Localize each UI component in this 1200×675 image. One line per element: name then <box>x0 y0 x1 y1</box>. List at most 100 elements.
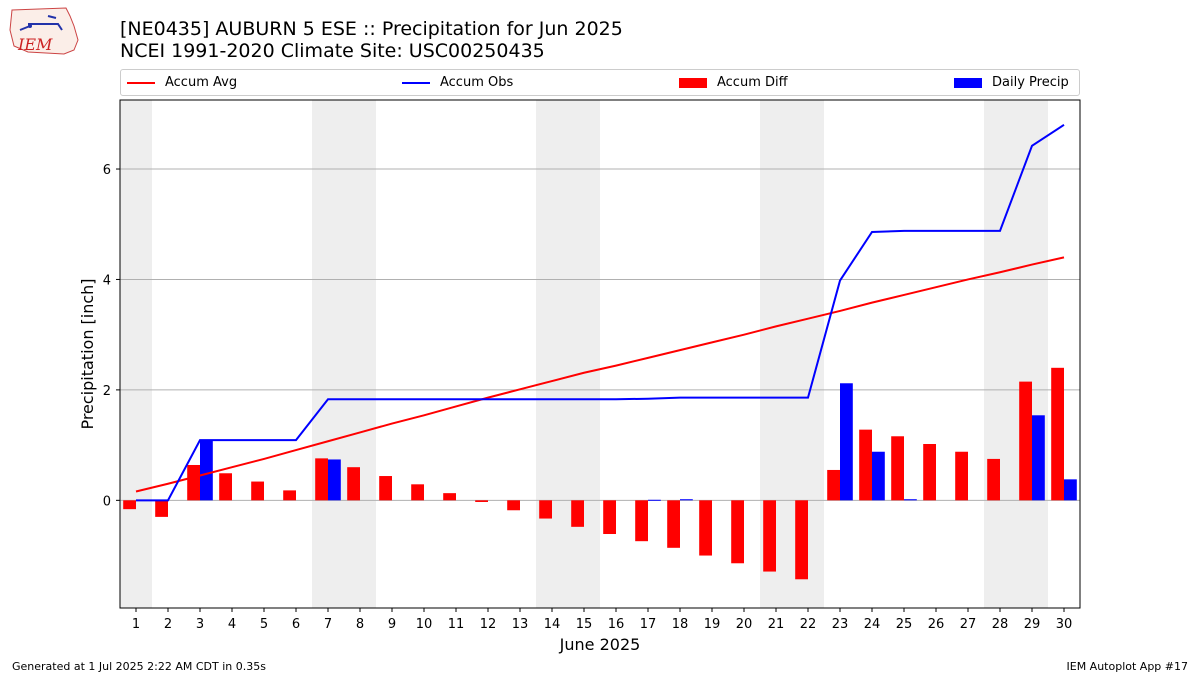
xtick-label-5: 5 <box>260 617 268 632</box>
chart-title: [NE0435] AUBURN 5 ESE :: Precipitation f… <box>120 18 623 40</box>
accum-diff-bar-day-11 <box>443 493 456 501</box>
accum-diff-bar-day-16 <box>603 500 616 535</box>
xtick-label-12: 12 <box>480 617 497 632</box>
footer-app-text: IEM Autoplot App #17 <box>1066 660 1189 673</box>
daily-precip-bar-day-18 <box>680 499 693 501</box>
logo-text: IEM <box>17 35 53 54</box>
xtick-label-26: 26 <box>928 617 945 632</box>
accum-diff-bar-day-17 <box>635 500 648 542</box>
line-accum-avg <box>135 256 1065 493</box>
xtick-label-2: 2 <box>164 617 172 632</box>
xtick-label-20: 20 <box>736 617 753 632</box>
legend-label-daily-precip: Daily Precip <box>992 75 1069 90</box>
xtick-label-10: 10 <box>416 617 433 632</box>
accum-diff-bar-day-29 <box>1019 381 1032 501</box>
daily-precip-bar-day-29 <box>1032 415 1045 501</box>
ytick-label-0: 0 <box>103 494 111 509</box>
accum-diff-bar-day-22 <box>795 500 808 580</box>
daily-precip-bar-day-30 <box>1064 479 1077 501</box>
accum-diff-bar-day-6 <box>283 490 296 501</box>
accum-diff-bar-day-25 <box>891 436 904 501</box>
legend-swatch-accum-obs <box>402 81 430 84</box>
accum-diff-bar-day-9 <box>379 476 392 501</box>
xtick-label-17: 17 <box>640 617 657 632</box>
xtick-label-25: 25 <box>896 617 913 632</box>
xtick-label-22: 22 <box>800 617 817 632</box>
accum-diff-bar-day-27 <box>955 451 968 501</box>
accum-diff-bar-day-24 <box>859 429 872 501</box>
weekend-shade-3 <box>536 100 600 608</box>
ytick-label-2: 2 <box>103 384 111 399</box>
accum-diff-bar-day-1 <box>123 500 136 510</box>
xtick-label-30: 30 <box>1056 617 1073 632</box>
ytick-label-6: 6 <box>103 163 111 178</box>
accum-diff-bar-day-28 <box>987 458 1000 501</box>
accum-diff-bar-day-5 <box>251 481 264 501</box>
xtick-label-19: 19 <box>704 617 721 632</box>
legend-item-accum-avg: Accum Avg <box>127 70 237 95</box>
legend-label-accum-obs: Accum Obs <box>440 75 514 90</box>
legend-label-accum-diff: Accum Diff <box>717 75 788 90</box>
daily-precip-bar-day-7 <box>328 459 341 501</box>
accum-diff-bar-day-7 <box>315 458 328 501</box>
legend-swatch-accum-avg <box>127 81 155 84</box>
accum-diff-bar-day-19 <box>699 500 712 556</box>
legend-swatch-accum-diff <box>679 77 707 88</box>
xtick-label-1: 1 <box>132 617 140 632</box>
weekend-shade-5 <box>984 100 1048 608</box>
xtick-label-9: 9 <box>388 617 396 632</box>
x-axis-label: June 2025 <box>559 635 641 654</box>
legend-item-accum-obs: Accum Obs <box>402 70 513 95</box>
plot-frame <box>119 99 1081 609</box>
accum-diff-bar-day-12 <box>475 500 488 502</box>
accum-diff-bar-day-15 <box>571 500 584 527</box>
accum-diff-bar-day-23 <box>827 469 840 501</box>
xtick-label-15: 15 <box>576 617 593 632</box>
xtick-label-7: 7 <box>324 617 332 632</box>
xtick-label-28: 28 <box>992 617 1009 632</box>
weekend-shade-2 <box>312 100 376 608</box>
daily-precip-bar-day-25 <box>904 499 917 501</box>
legend: Accum Avg Accum Obs Accum Diff Daily Pre… <box>120 69 1080 96</box>
ytick-label-4: 4 <box>103 273 111 288</box>
accum-diff-bar-day-3 <box>187 464 200 501</box>
iem-logo: IEM <box>9 7 79 55</box>
legend-item-accum-diff: Accum Diff <box>679 70 788 95</box>
accum-diff-bar-day-10 <box>411 484 424 501</box>
xtick-label-27: 27 <box>960 617 977 632</box>
xtick-label-18: 18 <box>672 617 689 632</box>
accum-diff-bar-day-13 <box>507 500 520 511</box>
accum-diff-bar-day-14 <box>539 500 552 519</box>
daily-precip-bar-day-3 <box>200 440 213 501</box>
accum-diff-bar-day-30 <box>1051 367 1064 501</box>
daily-precip-bar-day-23 <box>840 383 853 501</box>
accum-diff-bar-day-21 <box>763 500 776 572</box>
y-axis-label: Precipitation [inch] <box>78 278 97 429</box>
daily-precip-bar-day-17 <box>648 499 661 501</box>
xtick-label-6: 6 <box>292 617 300 632</box>
xtick-label-8: 8 <box>356 617 364 632</box>
chart-subtitle: NCEI 1991-2020 Climate Site: USC00250435 <box>120 40 545 62</box>
xtick-label-24: 24 <box>864 617 881 632</box>
line-accum-obs <box>136 124 1065 502</box>
legend-label-accum-avg: Accum Avg <box>165 75 238 90</box>
xtick-label-29: 29 <box>1024 617 1041 632</box>
xtick-label-16: 16 <box>608 617 625 632</box>
weekend-shade-1 <box>120 100 152 608</box>
xtick-label-14: 14 <box>544 617 561 632</box>
legend-swatch-daily-precip <box>954 77 982 88</box>
daily-precip-bar-day-24 <box>872 451 885 501</box>
accum-diff-bar-day-18 <box>667 500 680 548</box>
xtick-label-21: 21 <box>768 617 785 632</box>
xtick-label-4: 4 <box>228 617 236 632</box>
accum-diff-bar-day-8 <box>347 467 360 501</box>
xtick-label-3: 3 <box>196 617 204 632</box>
xtick-label-13: 13 <box>512 617 529 632</box>
legend-item-daily-precip: Daily Precip <box>954 70 1069 95</box>
footer-generated-text: Generated at 1 Jul 2025 2:22 AM CDT in 0… <box>12 660 266 673</box>
xtick-label-23: 23 <box>832 617 849 632</box>
accum-diff-bar-day-26 <box>923 444 936 501</box>
xtick-label-11: 11 <box>448 617 465 632</box>
accum-diff-bar-day-2 <box>155 500 168 517</box>
accum-diff-bar-day-20 <box>731 500 744 564</box>
